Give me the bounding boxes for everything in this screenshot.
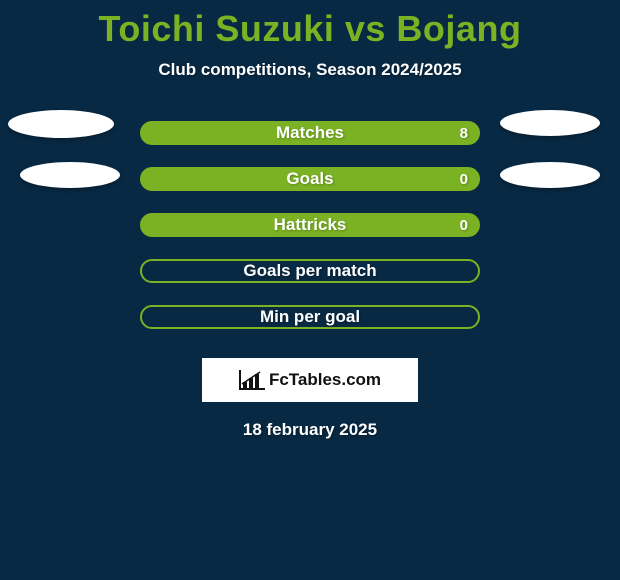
stat-label: Goals per match: [243, 261, 376, 281]
comparison-card: Toichi Suzuki vs Bojang Club competition…: [0, 0, 620, 580]
stat-value-right: 0: [460, 217, 468, 234]
stat-bar: Goals per match: [140, 259, 480, 283]
stat-row-goals-per-match: Goals per match: [0, 248, 620, 294]
bar-chart-icon: [239, 370, 265, 390]
stat-label: Min per goal: [260, 307, 360, 327]
stat-bar: Hattricks 0: [140, 213, 480, 237]
stat-value-right: 0: [460, 171, 468, 188]
stat-label: Goals: [286, 169, 333, 189]
stat-row-min-per-goal: Min per goal: [0, 294, 620, 340]
stat-row-goals: Goals 0: [0, 156, 620, 202]
stat-bar: Min per goal: [140, 305, 480, 329]
stat-bar: Goals 0: [140, 167, 480, 191]
stat-label: Matches: [276, 123, 344, 143]
date-line: 18 february 2025: [0, 420, 620, 440]
stat-label: Hattricks: [274, 215, 347, 235]
stats-area: Matches 8 Goals 0 Hattricks 0 Goals per …: [0, 110, 620, 340]
stat-value-right: 8: [460, 125, 468, 142]
page-title: Toichi Suzuki vs Bojang: [0, 0, 620, 50]
stat-row-hattricks: Hattricks 0: [0, 202, 620, 248]
stat-row-matches: Matches 8: [0, 110, 620, 156]
stat-bar: Matches 8: [140, 121, 480, 145]
logo-text: FcTables.com: [269, 370, 381, 390]
subtitle: Club competitions, Season 2024/2025: [0, 60, 620, 80]
logo-box: FcTables.com: [202, 358, 418, 402]
